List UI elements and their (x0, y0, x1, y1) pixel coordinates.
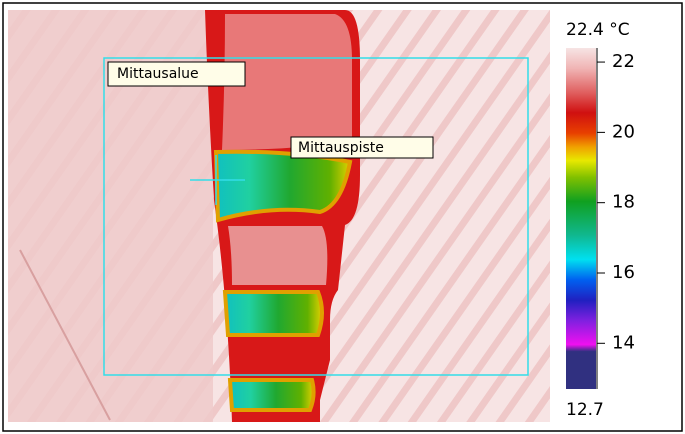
scale-tick-label: 20 (612, 121, 635, 142)
scale-tick-label: 16 (612, 262, 635, 283)
measurement-area (103, 57, 529, 376)
scale-labels: 22.4 °C 12.7 22 20 18 16 14 (566, 20, 635, 420)
area-label: Mittausalue (117, 66, 199, 82)
scale-tick-label: 14 (612, 332, 635, 353)
point-label-box (290, 136, 434, 159)
color-scale (566, 48, 596, 389)
area-label-box (107, 61, 246, 87)
scale-tick-label: 22 (612, 51, 635, 72)
thermal-image (8, 10, 550, 422)
crosshair (190, 155, 245, 205)
scale-max-label: 22.4 °C (566, 20, 630, 40)
point-label: Mittauspiste (298, 140, 384, 156)
scale-tick-label: 18 (612, 192, 635, 213)
scale-min-label: 12.7 (566, 400, 604, 420)
